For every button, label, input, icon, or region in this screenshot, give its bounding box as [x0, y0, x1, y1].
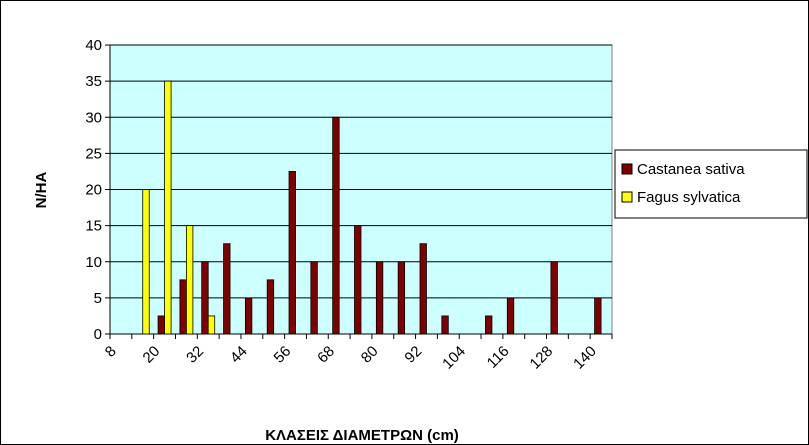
y-tick-label: 25	[85, 145, 102, 162]
y-tick-label: 0	[94, 326, 102, 343]
y-tick-label: 5	[94, 290, 102, 307]
bar	[288, 171, 296, 335]
legend-swatch	[621, 191, 633, 203]
bar	[179, 279, 187, 335]
bar	[397, 261, 406, 335]
bar	[142, 189, 150, 335]
bar	[594, 297, 602, 335]
bar	[185, 225, 194, 335]
bar	[332, 116, 340, 335]
bar	[266, 279, 275, 335]
x-axis-label: ΚΛΑΣΕΙΣ ΔΙΑΜΕΤΡΩΝ (cm)	[265, 427, 459, 444]
bar	[223, 243, 231, 335]
legend-label: Fagus sylvatica	[637, 189, 741, 206]
y-axis-label: N/HA	[33, 172, 50, 209]
y-tick-label: 15	[85, 218, 102, 235]
y-tick-label: 20	[85, 182, 102, 199]
bar	[164, 80, 172, 335]
legend-label: Castanea sativa	[637, 161, 745, 178]
bar	[550, 261, 558, 335]
bar	[244, 297, 253, 335]
bar	[375, 261, 384, 335]
y-tick-label: 10	[85, 254, 102, 271]
y-tick-label: 40	[85, 37, 102, 54]
bar	[485, 315, 493, 335]
y-tick-label: 30	[85, 109, 102, 126]
legend-swatch	[621, 163, 633, 175]
bar	[201, 261, 209, 335]
legend-box	[614, 149, 808, 219]
bar	[506, 297, 515, 335]
bar	[441, 315, 449, 335]
bar	[354, 225, 362, 335]
bar	[207, 315, 216, 335]
bar	[310, 261, 318, 335]
y-tick-label: 35	[85, 73, 102, 90]
bar	[157, 315, 165, 335]
bar	[419, 243, 427, 335]
